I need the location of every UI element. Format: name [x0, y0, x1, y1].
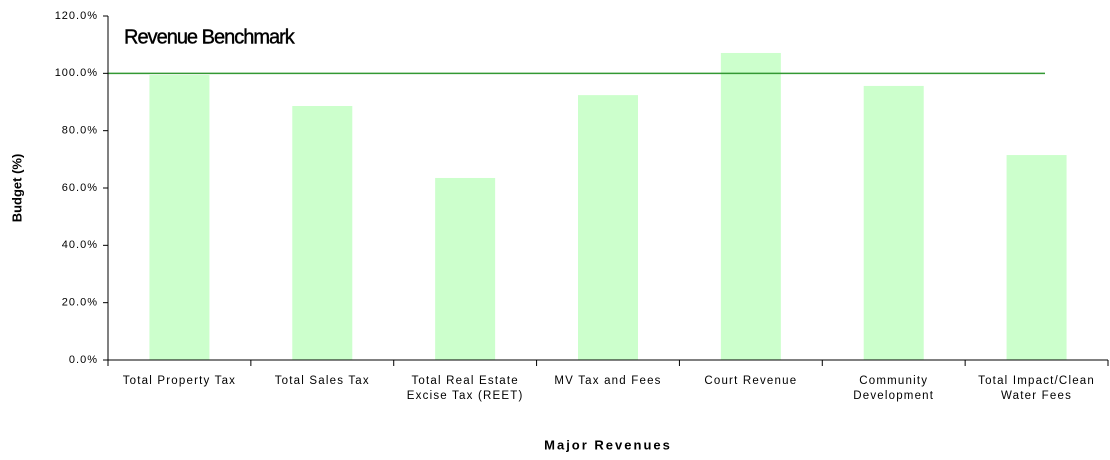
- y-tick-label: 20.0%: [62, 297, 98, 309]
- x-tick-label: MV Tax and Fees: [554, 375, 662, 387]
- y-tick-label: 60.0%: [62, 182, 98, 194]
- y-tick-label: 80.0%: [62, 125, 98, 137]
- bar: [1006, 155, 1067, 360]
- x-tick-label: Total Property Tax: [122, 375, 237, 387]
- bar: [720, 52, 781, 360]
- bar: [863, 85, 924, 361]
- y-axis-label: Budget (%): [9, 154, 24, 223]
- bar: [435, 177, 496, 360]
- y-tick-label: 100.0%: [55, 67, 98, 79]
- y-tick-label: 120.0%: [55, 10, 98, 22]
- bar: [292, 106, 353, 360]
- benchmark-label: Revenue Benchmark: [124, 26, 296, 48]
- x-tick-label: Court Revenue: [704, 375, 798, 387]
- x-tick-label: Community Development: [853, 375, 935, 402]
- x-tick-label: Total Impact/Clean Water Fees: [978, 375, 1095, 402]
- y-tick-label: 0.0%: [69, 354, 98, 366]
- y-tick-label: 40.0%: [62, 239, 98, 251]
- bar: [149, 75, 210, 360]
- x-tick-label: Total Real Estate Excise Tax (REET): [406, 375, 524, 402]
- x-tick-label: Total Sales Tax: [274, 375, 370, 387]
- x-axis-label: Major Revenues: [544, 437, 672, 452]
- bar: [578, 95, 638, 361]
